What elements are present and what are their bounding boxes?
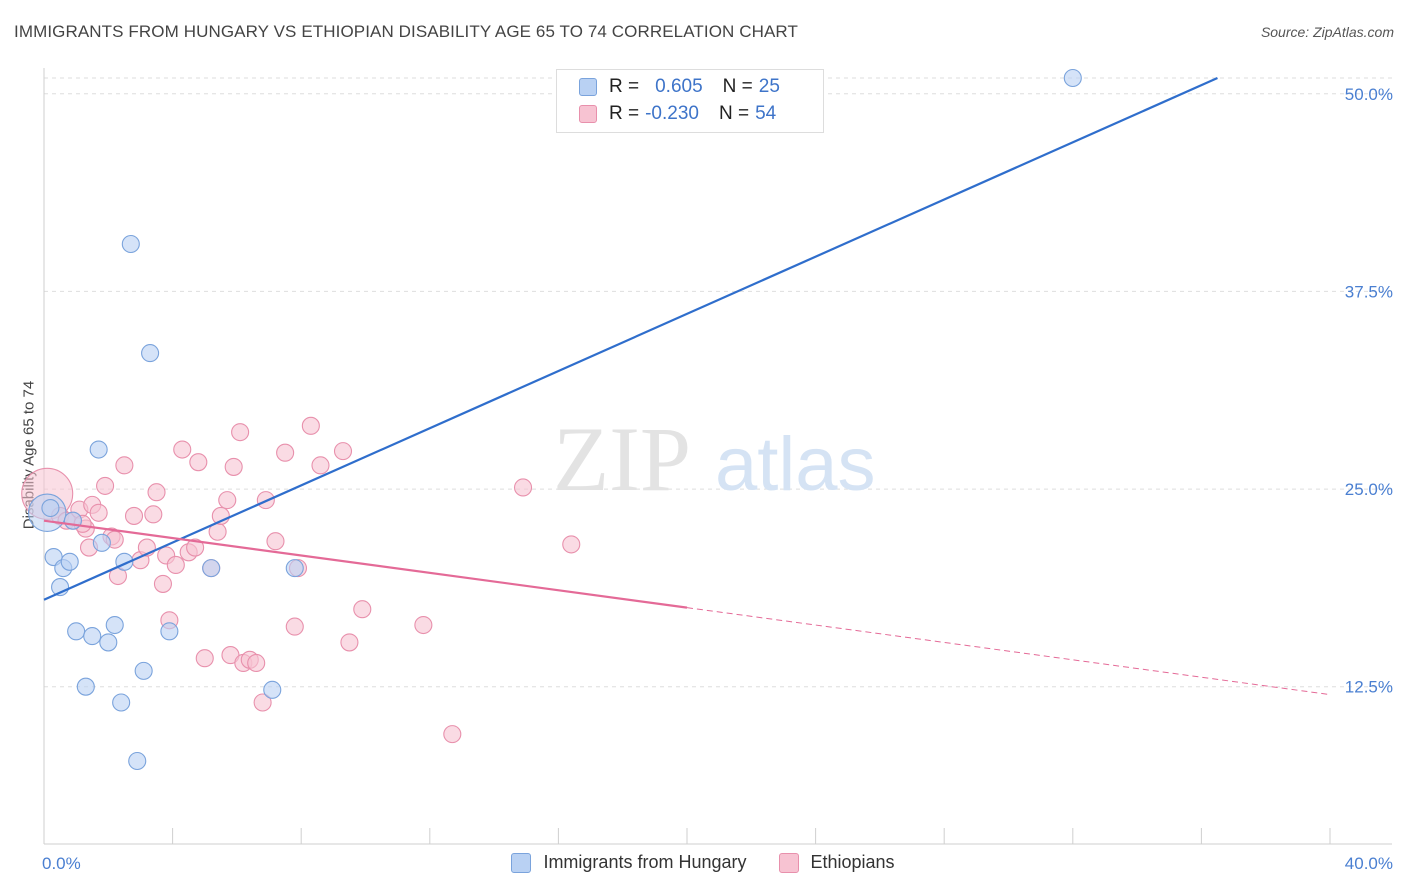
hungary-point: [285, 559, 304, 578]
n-label: N =: [718, 103, 750, 124]
ethiopians-point: [173, 440, 192, 459]
ethiopians-point: [231, 423, 250, 442]
ethiopians-point: [443, 725, 462, 744]
ethiopians-point: [414, 615, 433, 635]
ethiopians-trend-extension: [686, 607, 1331, 696]
hungary-point: [76, 677, 95, 696]
ethiopians-point: [166, 555, 185, 575]
chart-source: Source: ZipAtlas.com: [1260, 24, 1394, 40]
ethiopians-point: [218, 491, 237, 510]
axes: [43, 68, 1392, 845]
y-tick-label: 37.5%: [1345, 282, 1393, 301]
hungary-point: [89, 440, 108, 459]
stats-legend: R = 0.605 N = 25 R = -0.230 N = 54: [556, 69, 824, 133]
ethiopians-point: [147, 483, 166, 502]
y-tick-label: 25.0%: [1345, 480, 1393, 499]
hungary-point: [83, 627, 102, 646]
ethiopians-point: [186, 538, 205, 557]
legend-label-ethiopians: Ethiopians: [810, 852, 895, 872]
hungary-point: [112, 693, 131, 712]
hungary-swatch: [579, 78, 597, 96]
n-value: 54: [755, 103, 777, 124]
ethiopians-point: [144, 505, 163, 524]
ethiopians-swatch: [579, 105, 597, 123]
hungary-point: [41, 498, 60, 518]
ethiopians-point: [96, 476, 115, 495]
y-tick-label: 12.5%: [1345, 678, 1393, 697]
data-points: [21, 68, 1082, 771]
grid-lines: [44, 77, 1392, 688]
ethiopians-point: [89, 503, 108, 522]
legend-row-hungary: R = 0.605 N = 25: [579, 75, 780, 99]
ethiopians-point: [513, 478, 533, 497]
x-tick-label: 40.0%: [1345, 854, 1393, 873]
hungary-trend-line: [43, 76, 1218, 601]
n-value: 25: [758, 76, 780, 97]
hungary-point: [160, 622, 179, 641]
y-tick-labels: 12.5% 25.0% 37.5% 50.0%: [1345, 85, 1393, 697]
r-value: 0.605: [655, 76, 703, 97]
ethiopians-point: [353, 600, 372, 619]
ethiopians-trend-line: [43, 519, 688, 609]
r-label: R =: [609, 103, 640, 124]
ethiopians-point: [115, 456, 134, 475]
hungary-point: [202, 559, 221, 578]
ethiopians-point: [340, 633, 359, 652]
ethiopians-point: [247, 653, 266, 673]
hungary-point: [63, 511, 82, 530]
n-label: N =: [722, 76, 753, 97]
watermark-atlas: atlas: [715, 422, 876, 507]
hungary-point: [60, 552, 79, 571]
ethiopians-point: [285, 617, 304, 636]
trend-lines: [43, 76, 1331, 696]
watermark-zip: ZIP: [553, 408, 691, 510]
legend-row-ethiopians: R = -0.230 N = 54: [579, 102, 776, 126]
ethiopians-point: [124, 506, 144, 525]
series-legend: Immigrants from Hungary Ethiopians: [0, 852, 1406, 873]
x-tick-label: 0.0%: [42, 854, 81, 873]
ethiopians-point: [276, 443, 295, 462]
ethiopians-point: [266, 532, 285, 551]
ethiopians-point: [195, 649, 214, 668]
hungary-point: [1063, 68, 1082, 88]
ethiopians-point: [333, 442, 353, 461]
hungary-point: [263, 680, 282, 699]
r-label: R =: [609, 76, 640, 97]
ethiopians-point: [253, 693, 272, 712]
hungary-point: [141, 344, 160, 363]
hungary-point: [67, 622, 86, 641]
y-tick-label: 50.0%: [1345, 85, 1393, 104]
ethiopians-point: [301, 416, 320, 435]
ethiopians-point: [189, 453, 208, 472]
hungary-point: [134, 661, 153, 680]
legend-item-hungary[interactable]: Immigrants from Hungary: [511, 852, 747, 873]
watermark: ZIP atlas: [553, 408, 876, 510]
r-value: -0.230: [645, 103, 699, 124]
hungary-point: [121, 234, 140, 254]
hungary-point: [105, 615, 124, 635]
x-tick-labels: 0.0% 40.0%: [42, 854, 1393, 873]
ethiopians-point: [562, 535, 581, 554]
hungary-point: [128, 751, 147, 771]
chart-title: IMMIGRANTS FROM HUNGARY VS ETHIOPIAN DIS…: [14, 22, 798, 41]
hungary-swatch: [511, 852, 532, 873]
legend-label-hungary: Immigrants from Hungary: [543, 852, 747, 872]
ethiopians-point: [311, 456, 330, 475]
hungary-point: [99, 633, 118, 652]
legend-item-ethiopians[interactable]: Ethiopians: [778, 852, 895, 873]
ethiopians-point: [224, 457, 243, 476]
hungary-point: [92, 533, 111, 552]
ethiopians-swatch: [778, 852, 799, 873]
ethiopians-point: [153, 574, 173, 593]
